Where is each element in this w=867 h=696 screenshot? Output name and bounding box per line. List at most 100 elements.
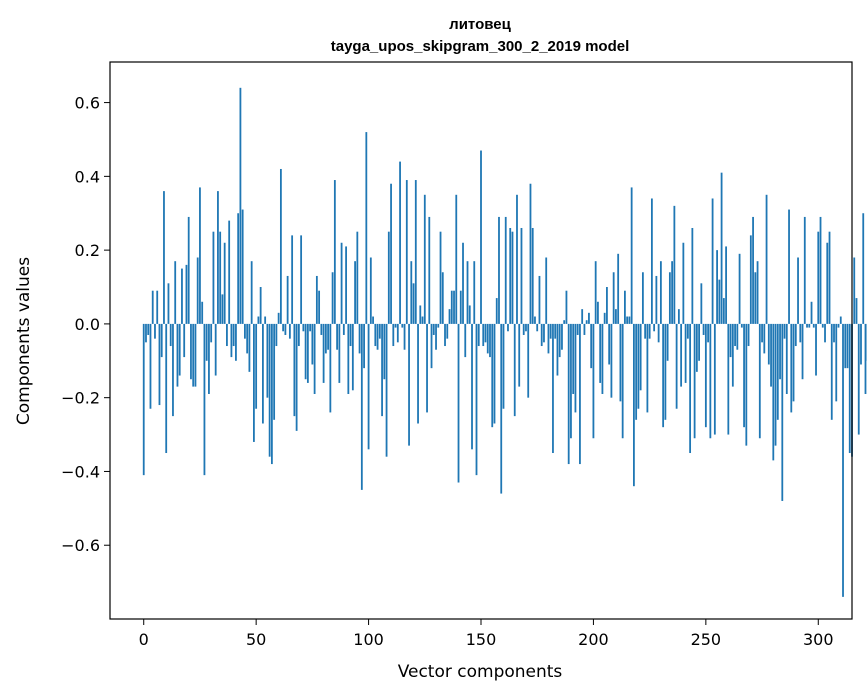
bar	[262, 323, 264, 424]
x-tick-label: 50	[246, 630, 266, 649]
bar	[345, 246, 347, 324]
bar	[565, 290, 568, 324]
bar	[585, 320, 588, 324]
bar	[340, 242, 343, 324]
bar	[563, 320, 566, 324]
bar	[794, 323, 797, 347]
bar	[552, 323, 554, 454]
bar	[842, 323, 844, 597]
bar	[347, 323, 350, 394]
bar	[338, 323, 341, 383]
bar	[239, 87, 242, 324]
bar	[192, 323, 195, 387]
y-axis-label: Components values	[14, 257, 34, 425]
bar	[302, 323, 305, 332]
bar	[624, 290, 626, 324]
bar	[556, 323, 559, 376]
bar	[691, 227, 694, 324]
bar	[160, 323, 163, 358]
bar	[295, 323, 298, 431]
bar	[300, 235, 303, 324]
bar	[576, 323, 579, 335]
bar	[758, 323, 761, 439]
x-tick-label: 150	[466, 630, 497, 649]
bar	[342, 323, 345, 335]
bar	[313, 323, 316, 394]
bar	[572, 323, 575, 394]
bar	[767, 323, 770, 365]
bar	[349, 323, 352, 347]
bar	[653, 323, 656, 332]
bar	[668, 272, 671, 324]
bar	[169, 323, 172, 347]
bar	[588, 312, 590, 324]
bar	[228, 220, 231, 324]
bar	[817, 231, 820, 324]
bar	[466, 261, 469, 324]
bar	[633, 323, 635, 487]
bar	[525, 323, 527, 332]
bar	[266, 323, 269, 398]
bar	[648, 323, 651, 339]
bar	[223, 242, 226, 324]
bar	[839, 316, 842, 324]
bar	[414, 180, 417, 324]
bar	[219, 231, 222, 324]
bars-group	[142, 87, 867, 597]
bar	[163, 191, 165, 324]
bar	[484, 323, 487, 343]
bar	[268, 323, 271, 457]
bar	[275, 323, 278, 347]
bar	[309, 323, 312, 332]
bar	[477, 323, 480, 347]
bar	[570, 323, 572, 439]
bar	[320, 323, 323, 335]
bar	[626, 316, 629, 324]
bar	[226, 323, 228, 347]
bar	[729, 323, 732, 358]
bar	[803, 216, 806, 324]
bar	[142, 323, 145, 476]
bar	[259, 287, 262, 324]
bar	[232, 323, 235, 347]
bar	[333, 180, 336, 324]
bar	[680, 323, 683, 387]
bar	[315, 275, 318, 324]
bar	[495, 298, 498, 324]
bar	[756, 261, 759, 324]
bar	[590, 323, 593, 369]
bar	[821, 323, 824, 328]
bar	[677, 309, 680, 324]
bar	[812, 323, 815, 328]
bar	[493, 323, 496, 424]
bar	[740, 323, 743, 328]
bar	[196, 257, 199, 324]
bar	[158, 323, 161, 406]
bar	[430, 323, 433, 369]
bar	[190, 323, 192, 380]
bar	[693, 323, 696, 439]
bar	[511, 231, 514, 324]
bar	[387, 231, 390, 324]
bar	[255, 323, 258, 409]
bar	[579, 323, 581, 465]
bar	[318, 290, 321, 324]
bar	[819, 216, 822, 324]
bar	[603, 312, 606, 324]
bar	[639, 323, 642, 391]
bar	[435, 323, 437, 350]
bar	[392, 323, 395, 347]
y-tick-label: −0.2	[61, 389, 100, 408]
bar	[774, 323, 777, 446]
bar	[214, 323, 217, 376]
bar	[378, 323, 381, 339]
bar	[235, 323, 237, 361]
bar	[615, 309, 617, 324]
bar	[864, 323, 867, 394]
bar	[545, 257, 548, 324]
bar	[594, 261, 597, 324]
bar	[646, 323, 649, 413]
x-axis-label: Vector components	[398, 662, 563, 682]
bar	[356, 231, 359, 324]
bar	[734, 323, 736, 347]
